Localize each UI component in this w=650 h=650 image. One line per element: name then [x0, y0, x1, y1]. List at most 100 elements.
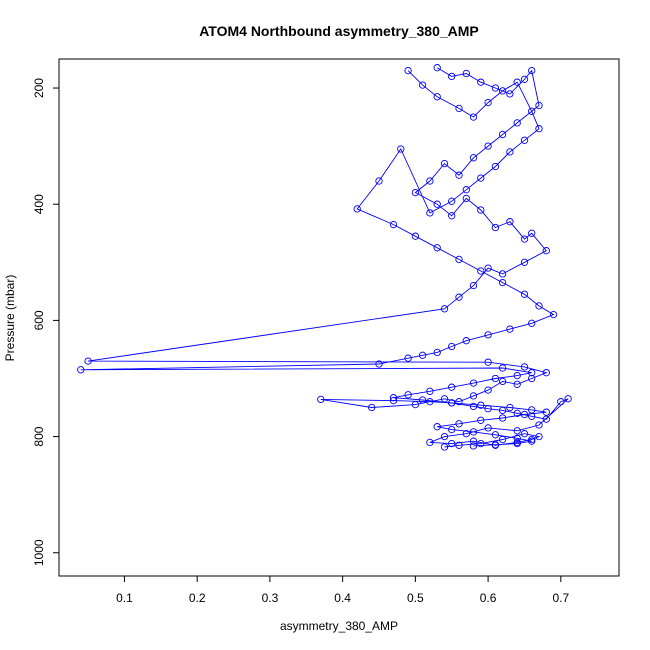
data-point: [469, 154, 478, 162]
data-point: [513, 119, 521, 127]
data-point: [520, 410, 529, 419]
data-point: [498, 414, 507, 422]
data-point: [498, 377, 507, 386]
data-point: [455, 420, 463, 428]
data-point: [317, 395, 325, 404]
data-point: [433, 93, 441, 101]
data-point: [513, 427, 521, 435]
data-point: [477, 416, 485, 424]
x-axis-label: asymmetry_380_AMP: [280, 619, 398, 633]
data-point: [528, 229, 536, 237]
data-point: [477, 174, 485, 182]
data-point: [506, 325, 514, 333]
data-point: [520, 258, 529, 266]
data-point: [426, 398, 434, 406]
data-point: [491, 441, 500, 449]
data-point: [433, 200, 441, 208]
data-point: [469, 392, 478, 400]
data-point: [353, 205, 361, 213]
data-point: [455, 293, 463, 301]
series-line-2: [80, 70, 555, 447]
data-point: [455, 398, 463, 406]
data-point: [433, 64, 441, 72]
data-point: [542, 415, 550, 423]
data-point: [491, 84, 500, 92]
data-point: [535, 421, 543, 429]
data-point: [462, 186, 470, 194]
data-point: [520, 290, 529, 298]
data-point: [513, 439, 521, 448]
y-axis: 200 400 600 800 1000: [32, 78, 59, 566]
data-point: [448, 383, 456, 391]
data-point: [411, 400, 420, 409]
plot-area: [77, 64, 572, 451]
data-point: [469, 428, 478, 436]
data-point: [368, 403, 376, 412]
data-point: [448, 342, 456, 351]
data-point: [426, 177, 434, 185]
data-point: [506, 403, 514, 412]
data-point: [433, 244, 441, 252]
data-point: [455, 171, 463, 179]
y-tick-label: 400: [32, 194, 46, 214]
data-point: [520, 363, 529, 371]
data-point: [484, 424, 492, 432]
data-point: [528, 319, 536, 327]
x-axis: 0.1 0.2 0.3 0.4 0.5 0.6 0.7: [116, 576, 569, 605]
data-point: [528, 406, 536, 414]
data-point: [397, 145, 405, 153]
data-point: [469, 113, 478, 121]
data-point: [498, 406, 507, 415]
data-point: [542, 369, 550, 377]
data-point: [448, 439, 456, 448]
data-point: [440, 443, 449, 451]
series-layer: [80, 67, 569, 448]
data-point: [498, 278, 507, 287]
data-point: [418, 351, 427, 359]
data-point: [549, 310, 558, 319]
data-point: [404, 354, 412, 362]
data-point: [484, 98, 492, 107]
data-point: [426, 387, 434, 395]
data-point: [513, 409, 521, 417]
y-tick-label: 600: [32, 310, 46, 330]
data-point: [404, 66, 412, 75]
x-tick-label: 0.2: [189, 591, 206, 605]
data-point: [404, 391, 412, 399]
data-point: [542, 408, 550, 416]
data-point: [440, 395, 449, 403]
data-point: [389, 220, 398, 229]
data-point: [462, 337, 470, 345]
data-point: [477, 439, 485, 448]
data-point: [513, 371, 521, 380]
data-point: [506, 148, 514, 156]
data-point: [433, 348, 441, 357]
plot-frame: [58, 58, 620, 577]
data-point: [455, 441, 463, 449]
data-point: [477, 206, 485, 214]
data-point: [469, 379, 478, 387]
data-point: [506, 90, 514, 98]
data-point: [77, 366, 85, 374]
x-tick-label: 0.3: [262, 591, 279, 605]
data-point: [491, 431, 500, 439]
data-point: [411, 188, 420, 197]
data-point: [411, 232, 420, 240]
data-point: [469, 281, 478, 290]
data-point: [491, 223, 500, 232]
data-point: [469, 402, 478, 411]
data-point: [513, 380, 521, 388]
x-tick-label: 0.1: [116, 591, 133, 605]
data-point: [418, 396, 427, 404]
data-point: [498, 87, 507, 95]
data-point: [557, 398, 565, 406]
data-point: [469, 437, 478, 445]
y-tick-label: 200: [32, 78, 46, 98]
data-point: [477, 267, 485, 275]
series-line-1: [88, 67, 569, 448]
data-point: [84, 357, 92, 365]
data-point: [469, 442, 478, 450]
data-point: [535, 302, 543, 310]
data-point: [448, 399, 456, 407]
